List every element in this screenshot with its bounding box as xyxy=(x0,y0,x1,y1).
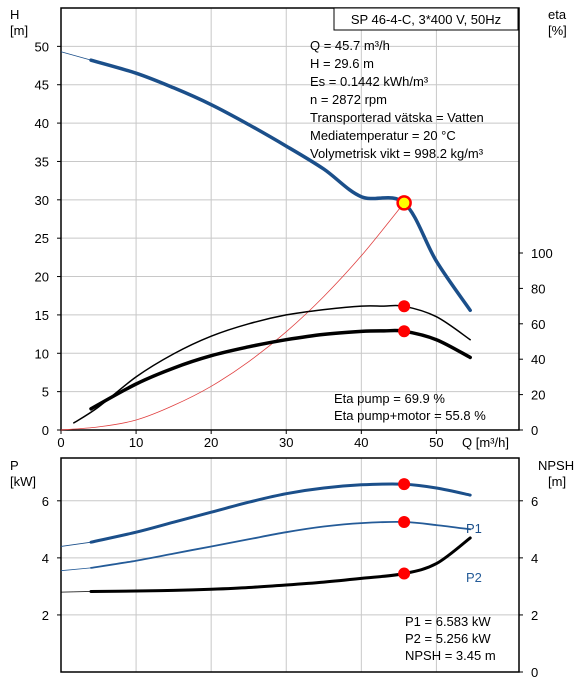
p1-curve-extension xyxy=(60,541,92,547)
efficiency-marker-1 xyxy=(398,300,411,313)
p2-curve-extension xyxy=(60,567,92,572)
p2-series-label: P2 xyxy=(466,570,482,585)
head-curve xyxy=(89,58,472,313)
power-npsh-marker-0 xyxy=(398,478,411,491)
efficiency-marker-2 xyxy=(398,325,411,338)
bottom-right-tick-label-0: 0 xyxy=(531,665,538,680)
top-left-tick-label-35: 35 xyxy=(35,154,49,169)
power-info-line-3: NPSH = 3.45 m xyxy=(405,648,496,663)
top-left-tick-label-5: 5 xyxy=(42,385,49,400)
system-curve xyxy=(60,202,405,431)
chart-title-box xyxy=(333,7,519,31)
npsh-curve-extension xyxy=(60,591,92,593)
top-x-tick-label-40: 40 xyxy=(354,435,368,450)
top-right-tick-label-20: 20 xyxy=(531,388,545,403)
top-left-tick-label-10: 10 xyxy=(35,346,49,361)
x-axis-label: Q [m³/h] xyxy=(462,435,509,450)
top-right-tick-label-80: 80 xyxy=(531,281,545,296)
bottom-right-tick-label-6: 6 xyxy=(531,494,538,509)
bottom-left-axis-label-line2: [kW] xyxy=(10,474,36,489)
top-left-tick-label-45: 45 xyxy=(35,78,49,93)
top-x-tick-label-10: 10 xyxy=(129,435,143,450)
p1-curve xyxy=(89,482,472,544)
power-info-line-2: P2 = 5.256 kW xyxy=(405,631,491,646)
bottom-right-axis-label-line1: NPSH xyxy=(538,458,574,473)
top-right-tick-label-100: 100 xyxy=(531,246,553,261)
top-right-tick-label-60: 60 xyxy=(531,317,545,332)
top-right-axis-label-line2: [%] xyxy=(548,23,567,38)
duty-info-line-7: Volymetrisk vikt = 998.2 kg/m³ xyxy=(310,146,484,161)
top-left-tick-label-30: 30 xyxy=(35,193,49,208)
top-x-tick-label-30: 30 xyxy=(279,435,293,450)
top-x-tick-label-50: 50 xyxy=(429,435,443,450)
top-plot-frame xyxy=(60,7,520,431)
bottom-right-tick-label-2: 2 xyxy=(531,608,538,623)
top-left-tick-label-40: 40 xyxy=(35,116,49,131)
head-curve-extension xyxy=(60,51,92,61)
top-left-tick-label-20: 20 xyxy=(35,270,49,285)
bottom-right-axis-label-line2: [m] xyxy=(548,474,566,489)
top-left-axis-label-line2: [m] xyxy=(10,23,28,38)
bottom-left-axis-label-line1: P xyxy=(10,458,19,473)
efficiency-info-line-2: Eta pump+motor = 55.8 % xyxy=(334,408,486,423)
top-left-tick-label-15: 15 xyxy=(35,308,49,323)
top-left-tick-label-50: 50 xyxy=(35,39,49,54)
duty-info-line-2: H = 29.6 m xyxy=(310,56,374,71)
top-right-tick-label-0: 0 xyxy=(531,423,538,438)
top-x-tick-label-0: 0 xyxy=(57,435,64,450)
bottom-right-tick-label-4: 4 xyxy=(531,551,538,566)
duty-info-line-6: Mediatemperatur = 20 °C xyxy=(310,128,456,143)
efficiency-info-line-1: Eta pump = 69.9 % xyxy=(334,391,445,406)
npsh-curve xyxy=(89,536,472,593)
power-npsh-marker-2 xyxy=(398,567,411,580)
duty-info-line-3: Es = 0.1442 kWh/m³ xyxy=(310,74,429,89)
p2-curve xyxy=(90,521,472,569)
top-right-tick-label-40: 40 xyxy=(531,352,545,367)
top-left-tick-label-25: 25 xyxy=(35,231,49,246)
duty-point-marker xyxy=(396,195,412,211)
bottom-left-tick-label-6: 6 xyxy=(42,494,49,509)
bottom-plot-frame xyxy=(60,457,520,673)
chart-title: SP 46-4-C, 3*400 V, 50Hz xyxy=(351,12,501,27)
duty-info-line-5: Transporterad vätska = Vatten xyxy=(310,110,484,125)
top-right-axis-label-line1: eta xyxy=(548,7,567,22)
top-left-tick-label-0: 0 xyxy=(42,423,49,438)
duty-info-line-1: Q = 45.7 m³/h xyxy=(310,38,390,53)
power-info-line-1: P1 = 6.583 kW xyxy=(405,614,491,629)
bottom-left-tick-label-4: 4 xyxy=(42,551,49,566)
duty-info-line-4: n = 2872 rpm xyxy=(310,92,387,107)
top-left-axis-label-line1: H xyxy=(10,7,19,22)
top-x-tick-label-20: 20 xyxy=(204,435,218,450)
power-npsh-marker-1 xyxy=(398,516,411,529)
bottom-left-tick-label-2: 2 xyxy=(42,608,49,623)
p1-series-label: P1 xyxy=(466,521,482,536)
